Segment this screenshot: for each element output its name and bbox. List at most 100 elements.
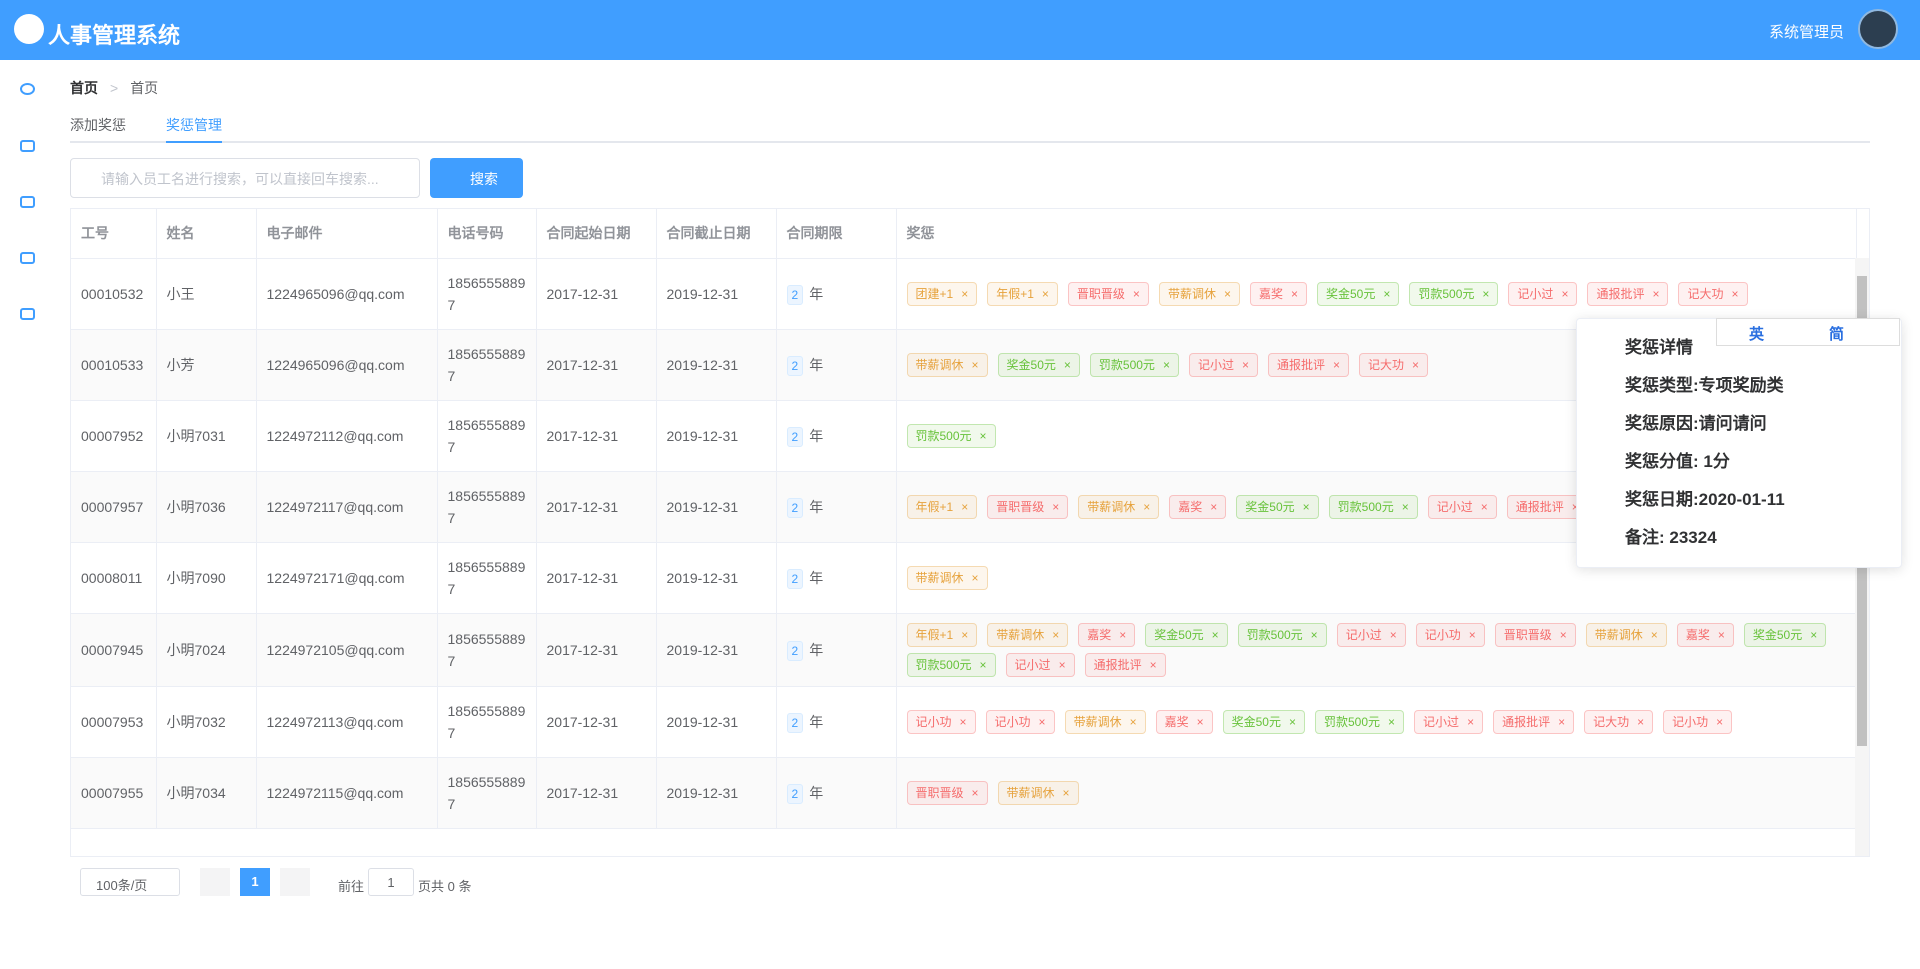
tag[interactable]: 奖金50元 xyxy=(1236,494,1319,519)
ime-toolbar: 英 简 xyxy=(1716,318,1900,346)
page-size[interactable]: 100条/页 xyxy=(80,868,180,896)
tag[interactable]: 通报批评 xyxy=(1493,709,1575,734)
tag[interactable]: 晋职晋级 xyxy=(1067,281,1149,306)
menu-icon[interactable] xyxy=(20,308,35,320)
tag[interactable]: 记小过 xyxy=(1427,494,1497,519)
ime-lang[interactable]: 英 xyxy=(1749,326,1765,343)
period-badge: 2 xyxy=(786,497,804,518)
tag[interactable]: 通报批评 xyxy=(1506,494,1588,519)
tag[interactable]: 嘉奖 xyxy=(1155,709,1213,734)
menu-icon[interactable] xyxy=(20,196,35,208)
cell-name: 小芳 xyxy=(156,329,257,401)
column-header: 工号 xyxy=(71,209,157,259)
search-button[interactable]: 搜索 xyxy=(430,158,523,198)
tag[interactable]: 记大功 xyxy=(1359,352,1429,377)
tag[interactable]: 记小过 xyxy=(1414,709,1484,734)
tag[interactable]: 奖金50元 xyxy=(997,352,1080,377)
ime-charset[interactable]: 简 xyxy=(1829,326,1845,343)
tag[interactable]: 带薪调休 xyxy=(1078,494,1160,519)
tag[interactable]: 记小功 xyxy=(906,709,976,734)
tag[interactable]: 奖金50元 xyxy=(1222,709,1305,734)
separator: > xyxy=(110,80,119,96)
tab[interactable]: 奖惩管理 xyxy=(166,115,222,143)
tag[interactable]: 通报批评 xyxy=(1587,281,1669,306)
tag[interactable]: 罚款500元 xyxy=(1328,494,1418,519)
next-page[interactable] xyxy=(280,868,310,896)
cell-id: 00007953 xyxy=(71,686,157,758)
sidebar xyxy=(0,60,55,969)
tag[interactable]: 记大功 xyxy=(1678,281,1748,306)
tag[interactable]: 奖金50元 xyxy=(1743,622,1827,647)
tag[interactable]: 带薪调休 xyxy=(1158,281,1240,306)
tag[interactable]: 罚款500元 xyxy=(906,423,996,448)
column-header: 姓名 xyxy=(156,209,257,259)
tag[interactable]: 罚款500元 xyxy=(1409,281,1499,306)
cell-phone: 18565558897 xyxy=(437,258,537,330)
tag[interactable]: 记大功 xyxy=(1584,709,1654,734)
tag[interactable]: 奖金50元 xyxy=(1317,281,1400,306)
tab[interactable]: 添加奖惩 xyxy=(70,117,126,133)
tag[interactable]: 年假+1 xyxy=(906,622,978,647)
tag[interactable]: 团建+1 xyxy=(906,281,978,306)
menu-icon[interactable] xyxy=(20,140,35,152)
column-header: 电话号码 xyxy=(437,209,537,259)
tag[interactable]: 罚款500元 xyxy=(1315,709,1405,734)
tag[interactable]: 奖金50元 xyxy=(1145,622,1228,647)
tag[interactable]: 年假+1 xyxy=(987,281,1058,306)
cell-start: 2017-12-31 xyxy=(536,542,657,614)
tag[interactable]: 嘉奖 xyxy=(1249,281,1307,306)
cell-id: 00007957 xyxy=(71,471,157,543)
tag[interactable]: 带薪调休 xyxy=(1064,709,1146,734)
tag[interactable]: 通报批评 xyxy=(1084,652,1166,677)
tag[interactable]: 罚款500元 xyxy=(906,652,996,677)
tag[interactable]: 罚款500元 xyxy=(1237,622,1327,647)
total: 页共 0 条 xyxy=(418,879,472,894)
table-row: 00007953 小明7032 1224972113@qq.com 185655588… xyxy=(71,686,1857,758)
tag[interactable]: 晋职晋级 xyxy=(906,780,988,805)
header: 人事管理系统 系统管理员 xyxy=(0,0,1920,60)
goto-input[interactable]: 1 xyxy=(368,868,414,896)
tag[interactable]: 记小功 xyxy=(985,709,1055,734)
user-name[interactable]: 系统管理员 xyxy=(1768,24,1844,41)
tag[interactable]: 记小过 xyxy=(1508,281,1578,306)
tag[interactable]: 记小过 xyxy=(1188,352,1258,377)
prev-page[interactable] xyxy=(200,868,230,896)
tag[interactable]: 嘉奖 xyxy=(1676,622,1734,647)
tag[interactable]: 带薪调休 xyxy=(906,565,988,590)
popover-line: 奖惩分值: 1分 xyxy=(1625,452,1730,471)
cell-name: 小明7032 xyxy=(156,686,257,758)
tag[interactable]: 记小过 xyxy=(1336,622,1406,647)
period-unit: 年 xyxy=(809,427,824,444)
period-unit: 年 xyxy=(809,285,824,302)
avatar[interactable] xyxy=(1858,9,1898,49)
search-input[interactable]: 请输入员工名进行搜索，可以直接回车搜索... xyxy=(70,158,420,198)
tag[interactable]: 晋职晋级 xyxy=(1494,622,1576,647)
current-page[interactable]: 1 xyxy=(240,868,270,896)
table-row: 00007955 小明7034 1224972115@qq.com 185655588… xyxy=(71,757,1857,829)
tag[interactable]: 记小过 xyxy=(1005,652,1075,677)
tag[interactable]: 记小功 xyxy=(1663,709,1733,734)
tag[interactable]: 嘉奖 xyxy=(1078,622,1136,647)
tag[interactable]: 带薪调休 xyxy=(997,780,1079,805)
period-badge: 2 xyxy=(786,640,804,661)
tag[interactable]: 年假+1 xyxy=(906,494,978,519)
crumb: 首页 xyxy=(130,80,159,96)
cell-end: 2019-12-31 xyxy=(656,613,777,687)
tag[interactable]: 记小功 xyxy=(1415,622,1485,647)
menu-icon[interactable] xyxy=(20,252,35,264)
cell-name: 小明7090 xyxy=(156,542,257,614)
crumb[interactable]: 首页 xyxy=(70,80,98,96)
tag[interactable]: 晋职晋级 xyxy=(987,494,1069,519)
tag[interactable]: 带薪调休 xyxy=(906,352,988,377)
tag[interactable]: 嘉奖 xyxy=(1169,494,1227,519)
tag[interactable]: 罚款500元 xyxy=(1089,352,1179,377)
cell-id: 00007952 xyxy=(71,400,157,472)
menu-icon[interactable] xyxy=(20,83,35,95)
tag[interactable]: 通报批评 xyxy=(1267,352,1350,377)
cell-end: 2019-12-31 xyxy=(656,542,777,614)
tag[interactable]: 带薪调休 xyxy=(1585,622,1667,647)
tag[interactable]: 带薪调休 xyxy=(987,622,1069,647)
